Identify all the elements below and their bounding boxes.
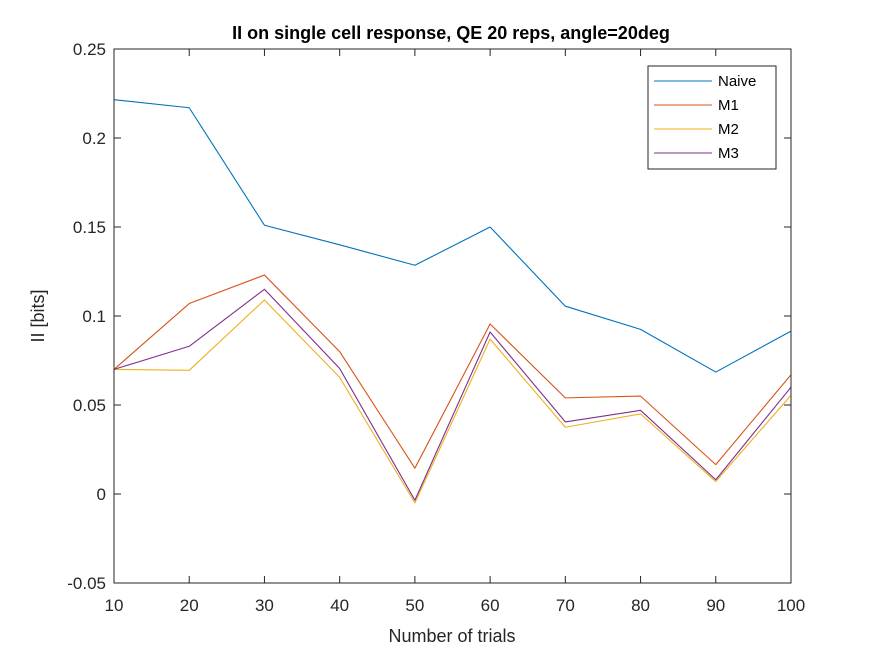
series-lines [113, 99, 792, 504]
legend-box [647, 65, 777, 170]
x-tick-label: 20 [180, 596, 199, 615]
y-axis-label: II [bits] [28, 289, 48, 342]
legend-label-m2: M2 [718, 121, 739, 138]
x-tick-label: 30 [255, 596, 274, 615]
y-tick-label: 0.05 [73, 396, 106, 415]
y-tick-label: 0 [97, 485, 106, 504]
x-tick-label: 70 [556, 596, 575, 615]
series-line-naive [113, 99, 792, 373]
y-tick-label: 0.1 [82, 307, 106, 326]
y-tick-label: 0.25 [73, 40, 106, 59]
legend: Naive M1 M2 M3 [647, 65, 777, 170]
y-tick-label: -0.05 [67, 574, 106, 593]
series-line-m3 [113, 288, 792, 501]
x-tick-label: 100 [777, 596, 805, 615]
y-axis-ticks: -0.05 0 0.05 0.1 0.15 0.2 0.25 [67, 40, 791, 593]
axes-box [113, 48, 792, 584]
legend-label-m1: M1 [718, 97, 739, 114]
x-axis-ticks: 10 20 30 40 50 60 70 80 90 100 [105, 49, 805, 615]
x-tick-label: 90 [706, 596, 725, 615]
legend-label-naive: Naive [718, 73, 756, 90]
x-tick-label: 60 [481, 596, 500, 615]
chart-title: II on single cell response, QE 20 reps, … [232, 23, 670, 43]
y-tick-label: 0.2 [82, 129, 106, 148]
x-tick-label: 10 [105, 596, 124, 615]
y-tick-label: 0.15 [73, 218, 106, 237]
legend-label-m3: M3 [718, 145, 739, 162]
x-tick-label: 40 [330, 596, 349, 615]
x-tick-label: 50 [405, 596, 424, 615]
x-tick-label: 80 [631, 596, 650, 615]
x-axis-label: Number of trials [388, 626, 515, 646]
series-line-m1 [113, 274, 792, 469]
series-line-m2 [113, 299, 792, 504]
